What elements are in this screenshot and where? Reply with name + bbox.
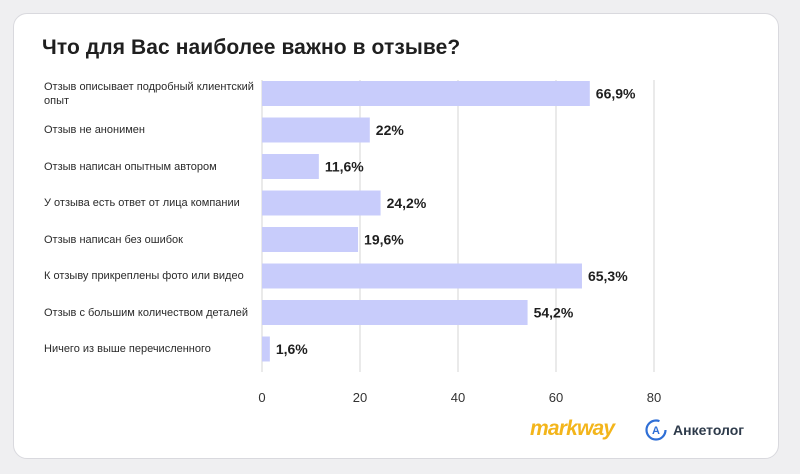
anketolog-logo-text: Анкетолог xyxy=(673,422,745,438)
category-label: Отзыв с большим количеством деталей xyxy=(44,306,249,319)
category-label: Отзыв описывает подробный клиентский опы… xyxy=(44,80,254,107)
bar-value-label: 22% xyxy=(376,122,405,138)
x-tick-label: 40 xyxy=(451,390,465,405)
bar-value-label: 11,6% xyxy=(325,159,364,175)
bar xyxy=(262,154,319,179)
markway-logo: markway xyxy=(530,417,615,441)
anketolog-logo-icon: А xyxy=(645,419,667,441)
category-label: Отзыв не анонимен xyxy=(44,124,145,136)
x-tick-label: 60 xyxy=(549,390,563,405)
bar xyxy=(262,227,359,252)
bar xyxy=(262,300,528,325)
category-label: Отзыв написан без ошибок xyxy=(44,233,183,246)
category-label: К отзыву прикреплены фото или видео xyxy=(44,270,244,282)
category-label: Ничего из выше перечисленного xyxy=(44,343,211,355)
bar-value-label: 19,6% xyxy=(364,232,404,248)
svg-text:А: А xyxy=(652,425,660,437)
bar-value-label: 54,2% xyxy=(534,305,574,321)
bar-value-label: 1,6% xyxy=(276,341,308,357)
anketolog-logo: А Анкетолог xyxy=(645,418,744,442)
bar-value-label: 66,9% xyxy=(596,86,636,102)
category-label: Отзыв написан опытным автором xyxy=(44,160,217,173)
markway-logo-text: markway xyxy=(530,417,615,440)
bar-value-label: 65,3% xyxy=(588,268,628,284)
bar xyxy=(262,263,582,289)
bar xyxy=(262,81,590,106)
bar-value-label: 24,2% xyxy=(387,195,427,211)
bar xyxy=(262,117,370,143)
x-tick-label: 0 xyxy=(258,390,265,405)
category-label: У отзыва есть ответ от лица компании xyxy=(44,197,240,209)
bar xyxy=(262,190,381,216)
x-tick-label: 20 xyxy=(353,390,367,405)
chart-title: Что для Вас наиболее важно в отзыве? xyxy=(42,36,461,59)
bar xyxy=(262,336,270,362)
x-tick-label: 80 xyxy=(647,390,661,405)
